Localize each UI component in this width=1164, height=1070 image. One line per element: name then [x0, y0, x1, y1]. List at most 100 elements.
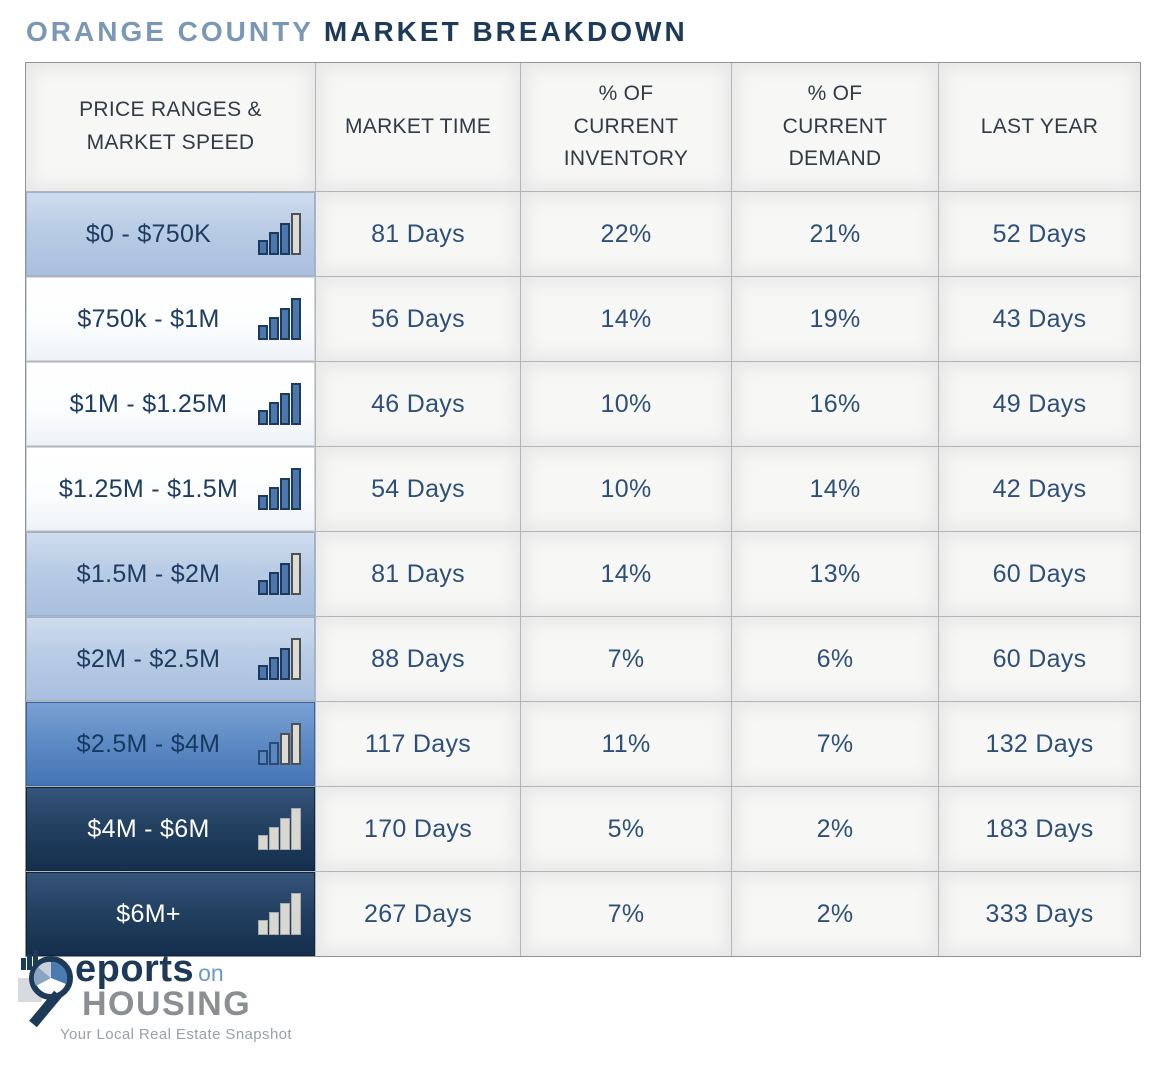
header-line: MARKET TIME	[344, 114, 492, 138]
market-speed-bar-chart-icon	[257, 553, 301, 595]
market-speed-bar-chart-icon	[257, 638, 301, 680]
price-range-label: $1.25M - $1.5M	[58, 474, 239, 503]
header-line: DEMAND	[788, 147, 882, 171]
last-year-value: 42 Days	[939, 447, 1140, 531]
header-line: PRICE RANGES &	[79, 98, 262, 122]
inventory-value: 22%	[521, 192, 732, 276]
market-speed-bar-chart-icon	[257, 383, 301, 425]
price-range-label: $2M - $2.5M	[76, 644, 221, 673]
last-year-value: 49 Days	[939, 362, 1140, 446]
header-market-time: MARKET TIME	[316, 63, 521, 191]
demand-value: 16%	[732, 362, 939, 446]
price-range-cell: $750k - $1M	[26, 277, 316, 361]
table-row: $1.5M - $2M 81 Days 14% 13% 60 Days	[26, 532, 1140, 617]
demand-value: 13%	[732, 532, 939, 616]
market-speed-bar-chart-icon	[257, 213, 301, 255]
market-speed-bar-chart-icon	[257, 723, 301, 765]
last-year-value: 43 Days	[939, 277, 1140, 361]
price-range-cell: $0 - $750K	[26, 192, 316, 276]
market-speed-bar-chart-icon	[257, 468, 301, 510]
market-time-value: 81 Days	[316, 192, 521, 276]
market-time-value: 81 Days	[316, 532, 521, 616]
table-row: $4M - $6M 170 Days 5% 2% 183 Days	[26, 787, 1140, 872]
header-last-year: LAST YEAR	[939, 63, 1140, 191]
market-time-value: 117 Days	[316, 702, 521, 786]
inventory-value: 7%	[521, 872, 732, 956]
brand-reports-text: eports	[75, 948, 195, 990]
header-price-ranges: PRICE RANGES & MARKET SPEED	[26, 63, 316, 191]
table-row: $1.25M - $1.5M 54 Days 10% 14% 42 Days	[26, 447, 1140, 532]
price-range-cell: $2M - $2.5M	[26, 617, 316, 701]
table-row: $1M - $1.25M 46 Days 10% 16% 49 Days	[26, 362, 1140, 447]
inventory-value: 11%	[521, 702, 732, 786]
price-range-cell: $1M - $1.25M	[26, 362, 316, 446]
price-range-label: $1.5M - $2M	[76, 559, 221, 588]
price-range-label: $2.5M - $4M	[76, 729, 221, 758]
header-line: LAST YEAR	[980, 114, 1099, 138]
table-row: $0 - $750K 81 Days 22% 21% 52 Days	[26, 192, 1140, 277]
price-range-cell: $1.25M - $1.5M	[26, 447, 316, 531]
price-range-label: $4M - $6M	[87, 814, 210, 843]
market-time-value: 267 Days	[316, 872, 521, 956]
header-current-inventory: % OF CURRENT INVENTORY	[521, 63, 732, 191]
market-speed-bar-chart-icon	[257, 808, 301, 850]
header-line: % OF	[807, 82, 863, 106]
price-range-cell: $2.5M - $4M	[26, 702, 316, 786]
reports-on-housing-logo: eports on HOUSING Your Local Real Estate …	[18, 948, 438, 1048]
inventory-value: 5%	[521, 787, 732, 871]
page-title-subject: MARKET BREAKDOWN	[323, 16, 688, 47]
header-line: CURRENT	[573, 114, 679, 138]
brand-name: eports on	[75, 948, 224, 991]
header-line: CURRENT	[782, 114, 888, 138]
table-row: $2M - $2.5M 88 Days 7% 6% 60 Days	[26, 617, 1140, 702]
market-time-value: 46 Days	[316, 362, 521, 446]
price-range-label: $750k - $1M	[77, 304, 220, 333]
table-row: $2.5M - $4M 117 Days 11% 7% 132 Days	[26, 702, 1140, 787]
market-time-value: 54 Days	[316, 447, 521, 531]
table-row: $6M+ 267 Days 7% 2% 333 Days	[26, 872, 1140, 956]
demand-value: 2%	[732, 872, 939, 956]
last-year-value: 52 Days	[939, 192, 1140, 276]
demand-value: 14%	[732, 447, 939, 531]
page-title: ORANGE COUNTY MARKET BREAKDOWN	[26, 16, 688, 48]
header-current-demand: % OF CURRENT DEMAND	[732, 63, 939, 191]
magnifier-r-icon	[18, 950, 73, 1028]
price-range-cell: $6M+	[26, 872, 316, 956]
market-time-value: 170 Days	[316, 787, 521, 871]
inventory-value: 14%	[521, 532, 732, 616]
last-year-value: 60 Days	[939, 532, 1140, 616]
market-time-value: 56 Days	[316, 277, 521, 361]
price-range-cell: $4M - $6M	[26, 787, 316, 871]
table-row: $750k - $1M 56 Days 14% 19% 43 Days	[26, 277, 1140, 362]
header-line: MARKET SPEED	[86, 131, 255, 154]
header-line: % OF	[598, 82, 654, 106]
inventory-value: 10%	[521, 362, 732, 446]
brand-housing-text: HOUSING	[82, 985, 252, 1023]
header-line: INVENTORY	[563, 147, 689, 171]
market-speed-bar-chart-icon	[257, 893, 301, 935]
last-year-value: 183 Days	[939, 787, 1140, 871]
inventory-value: 10%	[521, 447, 732, 531]
demand-value: 21%	[732, 192, 939, 276]
last-year-value: 132 Days	[939, 702, 1140, 786]
demand-value: 6%	[732, 617, 939, 701]
table-header-row: PRICE RANGES & MARKET SPEED MARKET TIME …	[26, 63, 1140, 192]
price-range-cell: $1.5M - $2M	[26, 532, 316, 616]
price-range-label: $1M - $1.25M	[69, 389, 228, 418]
inventory-value: 14%	[521, 277, 732, 361]
market-breakdown-table: PRICE RANGES & MARKET SPEED MARKET TIME …	[25, 62, 1141, 957]
brand-tagline: Your Local Real Estate Snapshot	[60, 1026, 292, 1043]
demand-value: 7%	[732, 702, 939, 786]
price-range-label: $0 - $750K	[85, 219, 212, 248]
demand-value: 19%	[732, 277, 939, 361]
market-speed-bar-chart-icon	[257, 298, 301, 340]
last-year-value: 333 Days	[939, 872, 1140, 956]
market-time-value: 88 Days	[316, 617, 521, 701]
brand-on-text: on	[198, 960, 224, 986]
demand-value: 2%	[732, 787, 939, 871]
inventory-value: 7%	[521, 617, 732, 701]
page-title-region: ORANGE COUNTY	[26, 16, 314, 47]
last-year-value: 60 Days	[939, 617, 1140, 701]
price-range-label: $6M+	[116, 899, 181, 928]
